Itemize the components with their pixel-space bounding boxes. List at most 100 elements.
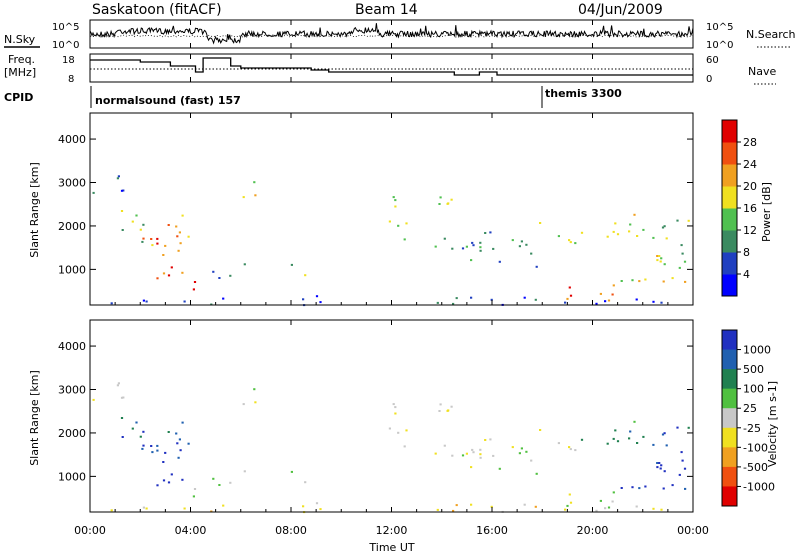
- range-cell: [628, 230, 631, 233]
- colorbar-segment: [722, 466, 737, 487]
- range-cell: [663, 432, 666, 435]
- range-cell: [120, 396, 124, 399]
- range-cell: [446, 409, 449, 412]
- range-cell: [492, 454, 495, 457]
- colorbar-segment: [722, 369, 737, 390]
- range-cell: [676, 426, 679, 429]
- range-cell: [156, 444, 159, 447]
- range-cell: [612, 437, 615, 440]
- colorbar-segment: [722, 230, 737, 253]
- colorbar-tick-label: 16: [743, 202, 757, 215]
- range-cell: [511, 446, 514, 449]
- range-cell: [222, 504, 225, 507]
- frequency-series: [90, 57, 693, 76]
- range-cell: [304, 274, 307, 277]
- range-cell: [162, 461, 165, 463]
- colorbar-tick-label: 12: [743, 224, 757, 237]
- range-cell: [290, 470, 293, 473]
- range-cell: [620, 487, 623, 489]
- range-cell: [665, 237, 668, 240]
- range-cell: [656, 255, 659, 257]
- y-tick-label: 2000: [58, 220, 86, 233]
- range-cell: [176, 235, 179, 238]
- range-cell: [523, 296, 526, 299]
- range-cell: [635, 505, 638, 508]
- range-cell: [652, 236, 655, 239]
- range-cell: [167, 224, 170, 226]
- range-cell: [302, 505, 305, 508]
- freq-ytick-high: 18: [62, 55, 75, 66]
- noise-ytick-low-left: 10^0: [52, 40, 79, 51]
- velocity-y-ticks: 1000 2000 3000 4000: [58, 340, 693, 483]
- x-axis-ticks: 00:00 04:00 08:00 12:00 16:00 20:00 00:00: [74, 20, 709, 537]
- range-cell: [638, 487, 641, 490]
- range-cell: [117, 175, 120, 178]
- range-cell: [569, 448, 572, 451]
- range-cell: [183, 507, 186, 510]
- colorbar-tick-label: 25: [743, 402, 757, 415]
- range-cell: [479, 448, 482, 451]
- range-cell: [595, 302, 598, 305]
- range-cell: [178, 438, 181, 441]
- range-cell: [638, 280, 641, 283]
- colorbar-segment: [722, 208, 737, 231]
- range-cell: [534, 298, 537, 301]
- range-cell: [222, 297, 225, 300]
- range-cell: [658, 462, 661, 464]
- range-cell: [656, 259, 659, 262]
- range-cell: [530, 252, 533, 255]
- nsearch-label: N.Search: [746, 28, 796, 41]
- range-cell: [121, 436, 124, 438]
- colorbar-segment: [722, 427, 737, 448]
- range-cell: [156, 242, 159, 245]
- colorbar-tick-label: 100: [743, 383, 764, 396]
- range-cell: [479, 453, 482, 456]
- range-cell: [394, 412, 397, 415]
- range-cell: [170, 266, 173, 269]
- range-cell: [141, 447, 144, 450]
- y-tick-label: 1000: [58, 263, 86, 276]
- range-cell: [656, 462, 659, 464]
- range-cell: [479, 249, 482, 252]
- freq-label-line1: Freq.: [8, 53, 35, 66]
- colorbar-tick-label: 4: [743, 268, 750, 281]
- range-cell: [530, 459, 533, 462]
- range-cell: [681, 459, 684, 462]
- range-cell: [179, 449, 182, 452]
- range-cell: [162, 272, 166, 275]
- range-cell: [681, 252, 684, 255]
- nsearch-line: [90, 34, 694, 38]
- range-cell: [471, 241, 474, 244]
- range-cell: [652, 507, 655, 510]
- range-cell: [612, 284, 615, 287]
- range-cell: [192, 495, 195, 498]
- range-cell: [121, 229, 124, 231]
- range-cell: [569, 241, 572, 244]
- range-cell: [162, 479, 166, 482]
- range-cell: [678, 473, 681, 476]
- range-cell: [644, 485, 647, 488]
- range-cell: [461, 247, 465, 250]
- range-cell: [122, 189, 125, 192]
- x-tick-label: 00:00: [74, 524, 106, 537]
- site-title: Saskatoon (fitACF): [92, 2, 222, 18]
- power-ylabel: Slant Range [km]: [28, 162, 41, 258]
- range-cell: [661, 226, 665, 229]
- range-cell: [683, 260, 687, 263]
- range-cell: [242, 403, 245, 406]
- range-cell: [574, 242, 577, 245]
- range-cell: [511, 239, 514, 242]
- x-axis-label: Time UT: [368, 541, 414, 554]
- beam-title: Beam 14: [355, 2, 418, 18]
- noise-ytick-high-right: 10^5: [706, 22, 733, 33]
- range-cell: [455, 297, 458, 300]
- range-cell: [489, 438, 492, 441]
- y-tick-label: 4000: [58, 133, 86, 146]
- range-cell: [135, 421, 138, 424]
- nave-ytick-low: 0: [706, 74, 712, 85]
- range-cell: [405, 429, 408, 432]
- range-cell: [614, 429, 617, 432]
- range-cell: [403, 445, 406, 448]
- range-cell: [175, 225, 178, 228]
- colorbar-tick-label: 500: [743, 363, 764, 376]
